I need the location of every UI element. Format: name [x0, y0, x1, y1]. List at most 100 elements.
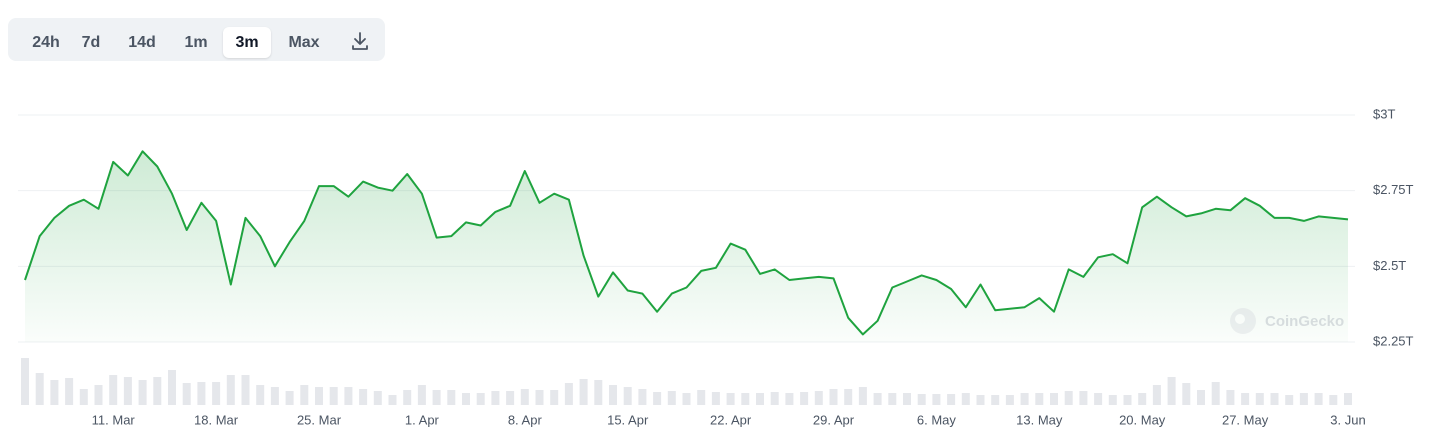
volume-bar: [1035, 393, 1044, 405]
y-tick-label: $2.75T: [1373, 182, 1414, 197]
volume-bar: [153, 377, 162, 405]
volume-bar: [564, 383, 573, 405]
volume-bar: [1255, 393, 1264, 405]
volume-bar: [212, 382, 221, 405]
volume-bar: [94, 385, 103, 405]
volume-bar: [417, 385, 426, 405]
volume-bar: [168, 370, 176, 405]
volume-bar: [638, 389, 647, 405]
volume-bar: [1211, 382, 1220, 405]
volume-bar: [961, 393, 970, 405]
volume-bar: [917, 394, 926, 405]
volume-bar: [829, 389, 838, 405]
volume-bar: [403, 390, 412, 405]
x-tick-label: 27. May: [1222, 412, 1269, 427]
volume-bar: [653, 392, 662, 405]
volume-bar: [285, 391, 294, 405]
volume-bar: [447, 390, 456, 405]
range-button[interactable]: 14d: [128, 34, 156, 51]
x-tick-label: 6. May: [917, 412, 957, 427]
volume-bar: [1064, 391, 1073, 405]
volume-bar: [506, 391, 515, 405]
volume-bar: [138, 380, 147, 405]
x-tick-label: 18. Mar: [194, 412, 239, 427]
range-toolbar: Max 3m 1m 14d 7d 24h: [8, 18, 385, 61]
volume-bar: [197, 382, 206, 405]
volume-bar: [697, 390, 706, 405]
volume-bar: [741, 393, 750, 405]
volume-bar: [785, 393, 794, 405]
volume-bar: [300, 385, 309, 405]
volume-bar: [256, 385, 265, 405]
volume-bar: [579, 379, 588, 405]
volume-bar: [726, 393, 735, 405]
volume-bar: [873, 393, 882, 405]
volume-bar: [1167, 377, 1176, 405]
volume-bar: [1285, 395, 1294, 405]
volume-bar: [1050, 393, 1058, 405]
x-tick-label: 22. Apr: [710, 412, 752, 427]
volume-bar: [800, 392, 809, 405]
range-button[interactable]: 7d: [81, 34, 101, 51]
volume-bar: [976, 395, 985, 405]
y-tick-label: $2.25T: [1373, 333, 1414, 348]
volume-bar: [947, 394, 956, 405]
volume-bar: [1079, 391, 1088, 405]
volume-bar: [1299, 393, 1308, 405]
volume-bar: [903, 393, 911, 405]
volume-bar: [858, 387, 867, 405]
y-tick-label: $3T: [1373, 106, 1395, 121]
volume-bar: [462, 393, 470, 405]
volume-bar: [535, 390, 544, 405]
volume-bar: [35, 373, 44, 405]
volume-bar: [65, 378, 74, 405]
range-button[interactable]: 24h: [32, 34, 60, 51]
volume-bar: [315, 387, 323, 405]
volume-bar: [594, 380, 603, 405]
x-tick-label: 13. May: [1016, 412, 1063, 427]
x-tick-label: 1. Apr: [405, 412, 440, 427]
volume-bar: [329, 387, 338, 405]
volume-bar: [123, 377, 132, 405]
volume-bar: [182, 383, 191, 405]
volume-bar: [770, 392, 779, 405]
volume-bar: [814, 391, 823, 405]
volume-bar: [682, 393, 691, 405]
volume-bar: [476, 393, 485, 405]
watermark: CoinGecko: [1230, 308, 1344, 334]
x-tick-label: 20. May: [1119, 412, 1166, 427]
volume-bar: [1344, 393, 1352, 405]
download-button[interactable]: [348, 29, 372, 53]
line: [24, 150, 1349, 336]
volume-bar: [50, 380, 59, 405]
volume-bar: [1005, 395, 1014, 405]
volume-bar: [1270, 393, 1279, 405]
volume-bar: [1138, 393, 1147, 405]
volume-bar: [667, 391, 676, 405]
range-button[interactable]: Max: [288, 34, 320, 51]
volume-bar: [226, 375, 235, 405]
volume-bar: [241, 375, 250, 405]
volume-bar: [844, 389, 853, 405]
x-tick-label: 25. Mar: [297, 412, 342, 427]
volume-bar: [711, 392, 720, 405]
volume-bar: [1197, 390, 1205, 405]
y-tick-label: $2.5T: [1373, 258, 1406, 273]
area: [25, 151, 1348, 342]
volume-bar: [756, 393, 764, 405]
volume-bar: [270, 387, 279, 405]
range-button[interactable]: 1m: [184, 34, 208, 51]
x-tick-label: 8. Apr: [508, 412, 543, 427]
volume-bar: [888, 393, 897, 405]
volume-bar: [1329, 395, 1338, 405]
volume-bar: [1314, 393, 1323, 405]
x-tick-label: 29. Apr: [813, 412, 855, 427]
volume-bar: [373, 391, 382, 405]
volume-bar: [432, 390, 441, 405]
volume-bar: [1020, 393, 1029, 405]
volume-bar: [1094, 393, 1103, 405]
volume-bar: [550, 390, 559, 405]
range-button[interactable]: 3m: [223, 27, 271, 58]
volume-bar: [388, 395, 397, 405]
